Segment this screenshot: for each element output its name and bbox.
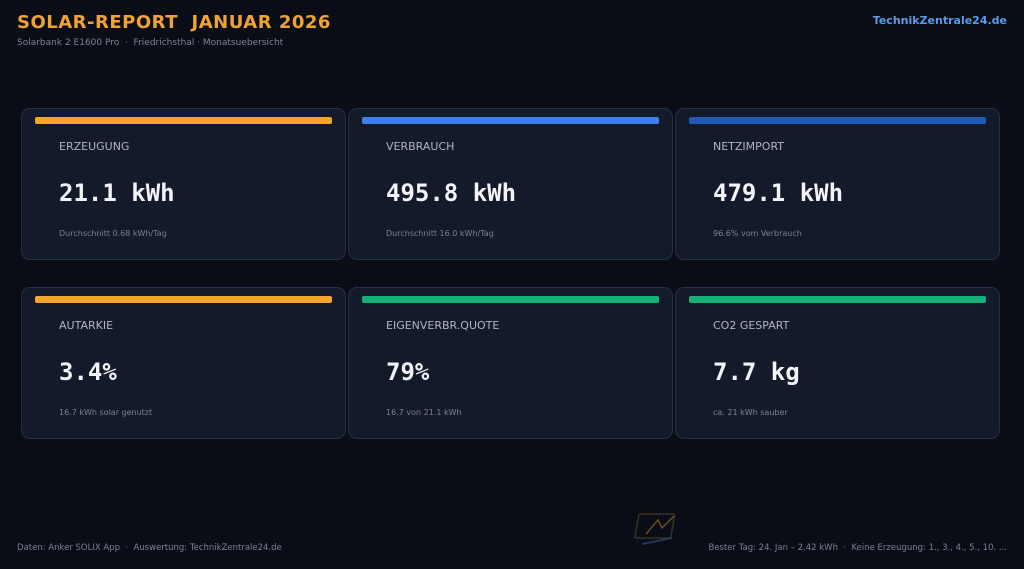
accent-bar bbox=[689, 117, 986, 124]
brand-link[interactable]: TechnikZentrale24.de bbox=[872, 14, 1007, 27]
kpi-value: 479.1 kWh bbox=[713, 179, 844, 207]
accent-bar bbox=[362, 296, 659, 303]
kpi-note: 16.7 kWh solar genutzt bbox=[59, 408, 153, 417]
footer-left: Daten: Anker SOLIX App · Auswertung: Tec… bbox=[17, 543, 282, 553]
kpi-card: ERZEUGUNG 21.1 kWh Durchschnitt 0.68 kWh/T… bbox=[21, 108, 346, 260]
accent-bar bbox=[35, 296, 332, 303]
kpi-note: Durchschnitt 0.68 kWh/Tag bbox=[59, 229, 167, 238]
title: SOLAR-REPORT JANUAR 2026 bbox=[17, 12, 331, 33]
kpi-label: AUTARKIE bbox=[59, 319, 114, 332]
accent-bar bbox=[689, 296, 986, 303]
logo bbox=[634, 513, 676, 545]
kpi-value: 21.1 kWh bbox=[59, 179, 175, 207]
kpi-note: 96.6% vom Verbrauch bbox=[713, 229, 802, 238]
subtitle: Solarbank 2 E1600 Pro · Friedrichsthal ·… bbox=[17, 38, 284, 48]
kpi-note: Durchschnitt 16.0 kWh/Tag bbox=[386, 229, 494, 238]
kpi-label: VERBRAUCH bbox=[386, 140, 455, 153]
kpi-value: 79% bbox=[386, 358, 430, 386]
kpi-value: 3.4% bbox=[59, 358, 117, 386]
kpi-card: AUTARKIE 3.4% 16.7 kWh solar genutzt bbox=[21, 287, 346, 439]
kpi-value: 7.7 kg bbox=[713, 358, 800, 386]
kpi-label: NETZIMPORT bbox=[713, 140, 785, 153]
kpi-note: ca. 21 kWh sauber bbox=[713, 408, 788, 417]
kpi-note: 16.7 von 21.1 kWh bbox=[386, 408, 462, 417]
accent-bar bbox=[35, 117, 332, 124]
kpi-value: 495.8 kWh bbox=[386, 179, 517, 207]
kpi-card: VERBRAUCH 495.8 kWh Durchschnitt 16.0 kWh/… bbox=[348, 108, 673, 260]
kpi-label: ERZEUGUNG bbox=[59, 140, 130, 153]
kpi-card: EIGENVERBR.QUOTE 79% 16.7 von 21.1 kWh bbox=[348, 287, 673, 439]
footer-right: Bester Tag: 24. Jan – 2.42 kWh · Keine E… bbox=[708, 543, 1007, 553]
kpi-card: NETZIMPORT 479.1 kWh 96.6% vom Verbrauch bbox=[675, 108, 1000, 260]
accent-bar bbox=[362, 117, 659, 124]
kpi-label: CO2 GESPART bbox=[713, 319, 790, 332]
kpi-card: CO2 GESPART 7.7 kg ca. 21 kWh sauber bbox=[675, 287, 1000, 439]
kpi-label: EIGENVERBR.QUOTE bbox=[386, 319, 500, 332]
